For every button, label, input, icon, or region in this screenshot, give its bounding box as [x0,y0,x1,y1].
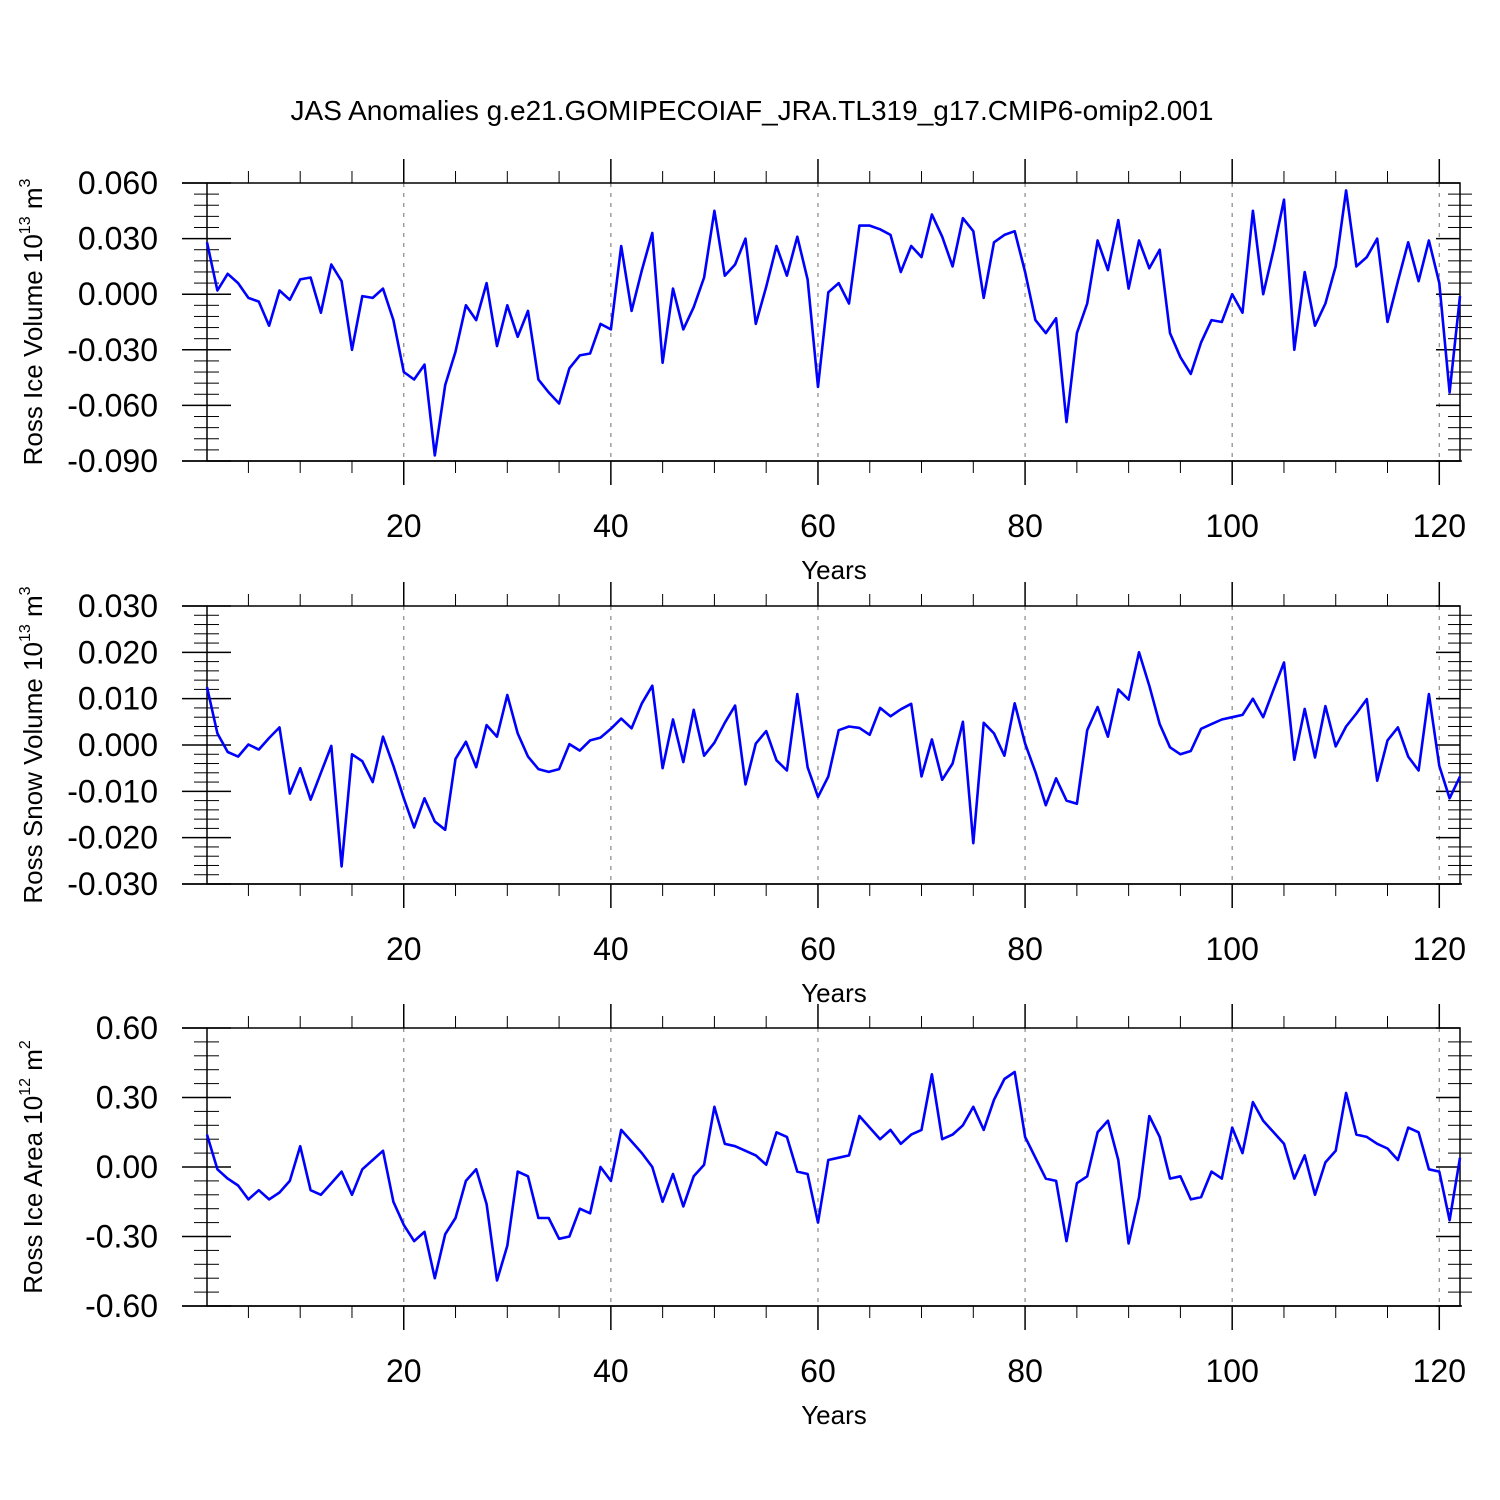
y-tick-label: -0.010 [67,773,158,809]
x-tick-label: 20 [386,931,422,967]
y-axis-label-unit-exponent: 3 [17,178,34,187]
y-tick-label: 0.000 [78,276,158,312]
panel-1: -0.090 -0.060 -0.030 0.000 0.030 0.060 20 40 60 8… [17,159,1472,585]
y-tick-label: 0.030 [78,221,158,257]
x-tick-label: 120 [1413,931,1466,967]
y-tick-label: 0.030 [78,588,158,624]
y-axis-label-exponent: 12 [17,1078,34,1096]
x-tick-label: 80 [1007,931,1043,967]
y-tick-label: -0.30 [85,1219,158,1255]
panels: -0.090 -0.060 -0.030 0.000 0.030 0.060 20 40 60 8… [17,159,1472,1430]
y-tick-label: 0.00 [96,1149,158,1185]
x-tick-label: 60 [800,1353,836,1389]
series-line [205,1070,1462,1282]
y-axis-label-unit-exponent: 2 [17,1040,34,1049]
y-axis-label-main: Ross Snow Volume 10 [18,642,48,904]
series-line [205,650,1462,868]
x-tick-label: 20 [386,508,422,544]
y-axis-label-unit: m [18,595,48,624]
x-tick-label: 100 [1205,931,1258,967]
panel-2: -0.030 -0.020 -0.010 0.000 0.010 0.020 0.030 20… [17,582,1472,1008]
x-tick-label: 40 [593,931,629,967]
y-axis-label-unit: m [18,1049,48,1078]
y-axis-label-unit: m [18,187,48,216]
x-tick-label: 80 [1007,508,1043,544]
x-tick-label: 60 [800,508,836,544]
y-tick-label: 0.020 [78,634,158,670]
y-axis-label: Ross Ice Area 1012 m2 [17,1040,48,1294]
x-tick-label: 120 [1413,1353,1466,1389]
x-axis-label: Years [801,555,867,585]
y-tick-label: -0.020 [67,820,158,856]
y-axis-label: Ross Ice Volume 1013 m3 [17,178,48,465]
y-tick-label: 0.60 [96,1010,158,1046]
x-tick-label: 40 [593,1353,629,1389]
series-line [205,189,1462,457]
y-tick-label: -0.030 [67,332,158,368]
y-tick-label: -0.60 [85,1288,158,1324]
y-axis-label-unit-exponent: 3 [17,586,34,595]
y-tick-label: -0.060 [67,387,158,423]
x-tick-label: 100 [1205,508,1258,544]
y-tick-label: 0.010 [78,681,158,717]
y-tick-label: -0.030 [67,866,158,902]
x-axis-label: Years [801,978,867,1008]
figure-title: JAS Anomalies g.e21.GOMIPECOIAF_JRA.TL31… [291,95,1214,126]
panel-3: -0.60 -0.30 0.00 0.30 0.60 20 40 60 80 100 120 Year… [17,1004,1472,1430]
y-tick-label: 0.060 [78,165,158,201]
x-axis-label: Years [801,1400,867,1430]
y-axis-label-exponent: 13 [17,216,34,234]
y-tick-label: -0.090 [67,443,158,479]
y-axis-label-main: Ross Ice Area 10 [18,1096,48,1294]
x-tick-label: 120 [1413,508,1466,544]
x-tick-label: 40 [593,508,629,544]
x-tick-label: 100 [1205,1353,1258,1389]
y-tick-label: 0.000 [78,727,158,763]
y-axis-label-exponent: 13 [17,624,34,642]
x-tick-label: 80 [1007,1353,1043,1389]
y-tick-label: 0.30 [96,1080,158,1116]
y-axis-label-main: Ross Ice Volume 10 [18,234,48,465]
x-tick-label: 60 [800,931,836,967]
y-axis-label: Ross Snow Volume 1013 m3 [17,586,48,903]
x-tick-label: 20 [386,1353,422,1389]
